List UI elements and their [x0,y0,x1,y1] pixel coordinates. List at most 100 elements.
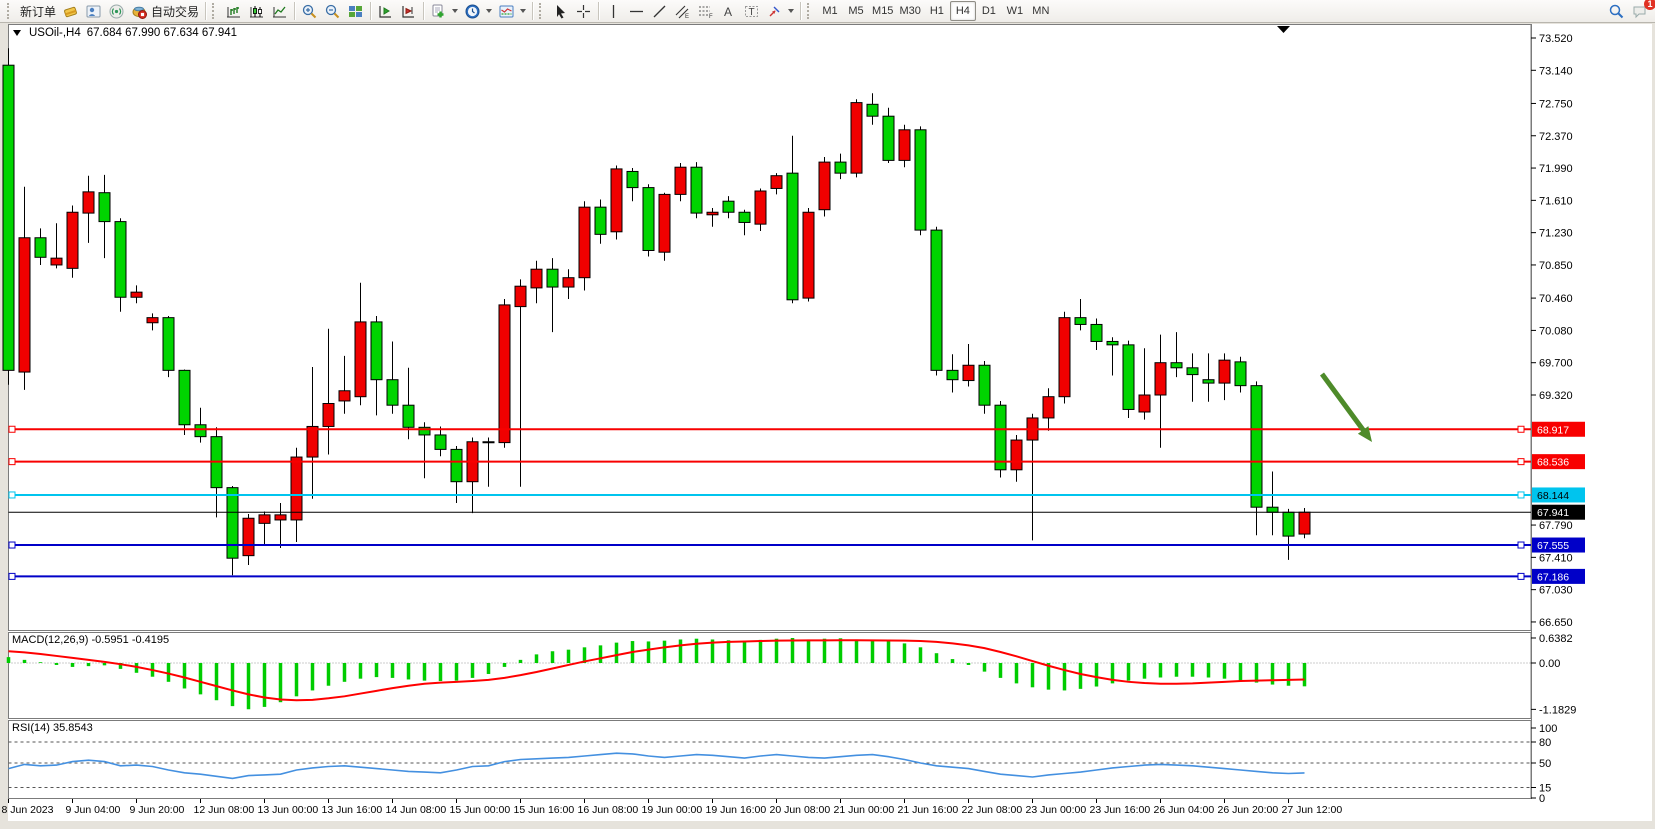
down-arrow-annotation[interactable] [1319,372,1372,442]
rsi-axis[interactable]: 100 80 50 150 [1531,723,1557,805]
new-order-label: 新订单 [20,4,57,19]
svg-text:73.140: 73.140 [1539,65,1573,77]
cursor-button[interactable] [549,1,572,21]
svg-text:70.850: 70.850 [1539,260,1573,272]
signals-button[interactable] [105,1,128,21]
search-button[interactable] [1605,1,1628,21]
time-axis[interactable]: 8 Jun 2023 9 Jun 04:00 9 Jun 20:00 12 Jun 0… [2,799,1343,816]
svg-text:22 Jun 08:00: 22 Jun 08:00 [962,804,1023,816]
auto-trading-label: 自动交易 [151,4,200,19]
horizontal-line-67186[interactable] [8,572,1532,580]
text-icon: A [724,5,732,19]
toolbar-grip[interactable] [7,3,14,19]
svg-text:21 Jun 16:00: 21 Jun 16:00 [898,804,959,816]
svg-text:71.610: 71.610 [1539,195,1573,207]
new-chart-dropdown-arrow[interactable] [452,9,459,13]
auto-trading-icon [132,6,148,19]
search-icon [1609,4,1624,18]
macd-axis[interactable]: 0.6382 0.00 -1.1829 [1531,633,1576,716]
svg-text:70.080: 70.080 [1539,325,1573,337]
svg-text:0.00: 0.00 [1539,658,1560,670]
clock-icon [465,4,480,18]
equidistant-channel-button[interactable]: E [671,1,694,21]
tile-windows-button[interactable] [344,1,367,21]
new-chart-button[interactable] [427,1,461,21]
svg-text:67.030: 67.030 [1539,585,1573,597]
notifications-button[interactable]: 1 [1628,0,1655,21]
toolbar-grip[interactable] [212,3,219,19]
trendline-button[interactable] [648,1,671,21]
svg-text:68.917: 68.917 [1537,424,1569,436]
timeframe-button-d1[interactable]: D1 [976,1,1002,21]
vertical-line-button[interactable] [602,1,625,21]
svg-text:16 Jun 08:00: 16 Jun 08:00 [578,804,639,816]
svg-text:71.990: 71.990 [1539,163,1573,175]
chart-shift-marker-icon[interactable] [1277,26,1290,33]
timeframe-button-h4[interactable]: H4 [949,1,976,21]
chart-menu-arrow-icon[interactable] [13,30,21,36]
line-chart-button[interactable] [268,1,291,21]
svg-text:8 Jun 2023: 8 Jun 2023 [2,804,54,816]
svg-text:72.750: 72.750 [1539,98,1573,110]
channel-icon: E [675,5,689,20]
periods-dropdown-arrow[interactable] [486,9,493,13]
svg-text:23 Jun 16:00: 23 Jun 16:00 [1090,804,1151,816]
toolbar-grip[interactable] [539,3,546,19]
horizontal-line-68536[interactable] [8,458,1532,466]
svg-text:0.6382: 0.6382 [1539,633,1573,645]
svg-text:50: 50 [1539,758,1551,770]
svg-text:T: T [749,7,755,18]
svg-text:68.144: 68.144 [1537,490,1569,502]
candlestick-icon [250,5,264,17]
candlestick-button[interactable] [245,1,268,21]
pane-frames [8,24,1532,799]
text-label-button[interactable]: T [740,1,763,21]
horizontal-line-68144[interactable] [8,491,1532,499]
svg-text:69.700: 69.700 [1539,358,1573,370]
rsi-indicator-label: RSI(14) 35.8543 [12,722,93,734]
horizontal-line-button[interactable] [625,1,648,21]
timeframe-button-m15[interactable]: M15 [869,1,896,21]
timeframe-button-m5[interactable]: M5 [843,1,869,21]
price-axis[interactable]: 73.520 73.140 72.750 72.370 71.990 71.610 71.2… [1531,33,1573,629]
charts-window-button[interactable] [82,1,105,21]
indicators-dropdown-arrow[interactable] [520,9,527,13]
price-tag-67186: 67.186 [1532,568,1585,584]
svg-text:0: 0 [1539,793,1545,805]
horizontal-line-67555[interactable] [8,541,1532,549]
periods-clock-button[interactable] [461,1,495,21]
timeframe-button-h1[interactable]: H1 [924,1,950,21]
bar-chart-button[interactable] [222,1,245,21]
auto-scroll-button[interactable] [374,1,397,21]
toolbar-grip[interactable] [807,3,814,19]
fibonacci-button[interactable]: F [694,1,717,21]
timeframe-button-w1[interactable]: W1 [1002,1,1028,21]
horizontal-line-68917[interactable] [8,425,1532,433]
arrows-button[interactable] [763,1,797,21]
auto-trading-button[interactable]: 自动交易 [128,1,202,21]
svg-text:67.555: 67.555 [1537,540,1569,552]
zoom-in-button[interactable] [298,1,321,21]
svg-text:27 Jun 12:00: 27 Jun 12:00 [1282,804,1343,816]
gold-package-button[interactable] [59,1,82,21]
crosshair-button[interactable] [572,1,595,21]
svg-text:72.370: 72.370 [1539,131,1573,143]
zoom-out-icon [325,4,340,18]
chart-shift-button[interactable] [397,1,420,21]
svg-text:80: 80 [1539,737,1551,749]
main-toolbar: 新订单 自动交易 [0,0,1655,23]
zoom-out-button[interactable] [321,1,344,21]
timeframe-button-m1[interactable]: M1 [817,1,843,21]
arrows-dropdown-arrow[interactable] [788,9,795,13]
svg-text:67.410: 67.410 [1539,552,1573,564]
svg-text:70.460: 70.460 [1539,293,1573,305]
zoom-in-icon [302,4,317,18]
indicators-template-button[interactable] [495,1,529,21]
timeframe-button-m30[interactable]: M30 [896,1,923,21]
new-order-button[interactable]: 新订单 [17,1,59,21]
indicators-icon [499,5,514,17]
timeframe-button-mn[interactable]: MN [1028,1,1054,21]
gold-package-icon [64,6,77,17]
text-button[interactable]: A [717,1,740,21]
